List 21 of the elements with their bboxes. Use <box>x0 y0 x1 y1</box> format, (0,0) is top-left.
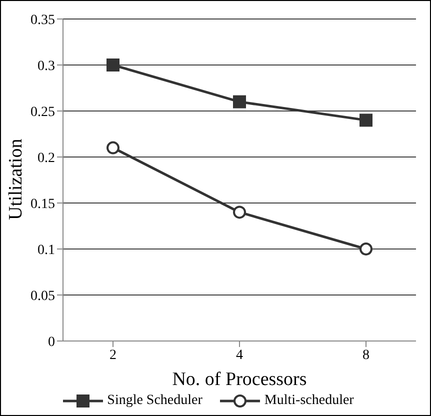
point <box>106 58 120 72</box>
y-tick-label: 0.15 <box>30 196 55 212</box>
x-tick-label: 4 <box>236 348 243 363</box>
x-tick-label: 2 <box>110 348 116 363</box>
point <box>360 114 372 127</box>
point <box>233 95 246 108</box>
y-tick-label: 0.05 <box>30 288 55 304</box>
point <box>360 242 372 256</box>
y-tick-label: 0.3 <box>38 58 55 74</box>
point <box>233 206 246 219</box>
legend-label: Single Scheduler <box>107 393 202 409</box>
legend-label: Multi-scheduler <box>264 393 354 409</box>
x-tick-label: 8 <box>362 348 370 363</box>
y-tick-label: 0.35 <box>30 12 55 28</box>
y-tick-label: 0 <box>48 334 55 350</box>
x-axis-title: No. of Processors <box>172 369 307 390</box>
y-tick-label: 0.1 <box>38 242 55 258</box>
y-tick-label: 0.25 <box>30 104 55 120</box>
point <box>106 141 120 154</box>
y-axis-title: Utilization <box>6 138 27 220</box>
y-tick-label: 0.2 <box>38 150 55 166</box>
